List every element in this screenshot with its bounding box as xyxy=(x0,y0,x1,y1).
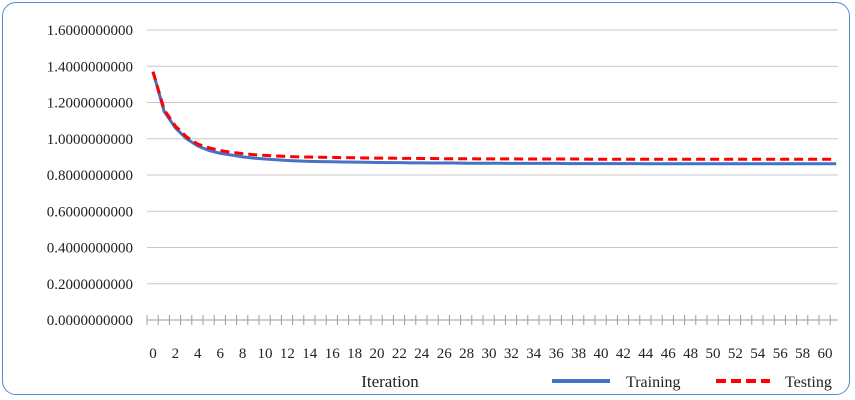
x-tick-label: 58 xyxy=(795,346,810,362)
x-tick-label: 38 xyxy=(571,346,586,362)
x-tick-label: 16 xyxy=(325,346,341,362)
x-tick-label: 48 xyxy=(683,346,698,362)
x-tick-label: 0 xyxy=(149,346,157,362)
legend: Training Testing xyxy=(552,374,832,391)
y-tick-label: 0.8000000000 xyxy=(47,168,133,184)
x-tick-label: 4 xyxy=(194,346,202,362)
x-tick-label: 20 xyxy=(370,346,385,362)
legend-label-testing: Testing xyxy=(785,374,832,391)
x-tick-label: 2 xyxy=(172,346,180,362)
x-tick-label: 34 xyxy=(526,346,542,362)
y-tick-label: 1.6000000000 xyxy=(47,23,133,39)
chart-frame xyxy=(2,2,850,395)
x-tick-label: 30 xyxy=(482,346,497,362)
x-tick-label: 22 xyxy=(392,346,407,362)
y-tick-label: 0.2000000000 xyxy=(47,277,133,293)
x-tick-label: 32 xyxy=(504,346,519,362)
x-tick-label: 18 xyxy=(347,346,362,362)
x-axis-tick-labels: 0 2 4 6 8 10 12 14 16 18 20 22 24 26 28 30 32 34 36 38 40 42 4… xyxy=(149,346,832,362)
y-tick-label: 0.0000000000 xyxy=(47,313,133,329)
y-tick-label: 0.4000000000 xyxy=(47,241,133,257)
y-tick-label: 0.6000000000 xyxy=(47,204,133,220)
x-tick-label: 10 xyxy=(258,346,273,362)
y-tick-label: 1.4000000000 xyxy=(47,59,133,75)
x-tick-label: 50 xyxy=(706,346,721,362)
series-lines xyxy=(151,71,837,166)
x-tick-label: 12 xyxy=(280,346,295,362)
x-tick-label: 54 xyxy=(750,346,766,362)
x-tick-label: 6 xyxy=(216,346,224,362)
x-tick-label: 28 xyxy=(459,346,474,362)
series-line-testing xyxy=(151,71,837,161)
x-tick-label: 40 xyxy=(594,346,609,362)
x-axis xyxy=(146,315,838,325)
x-tick-label: 44 xyxy=(638,346,654,362)
legend-label-training: Training xyxy=(626,374,681,391)
x-tick-label: 42 xyxy=(616,346,631,362)
x-tick-label: 36 xyxy=(549,346,565,362)
x-tick-label: 60 xyxy=(818,346,833,362)
y-axis-tick-labels: 0.0000000000 0.2000000000 0.4000000000 0.60… xyxy=(47,23,133,329)
x-tick-label: 14 xyxy=(302,346,318,362)
x-tick-label: 24 xyxy=(414,346,430,362)
x-tick-label: 8 xyxy=(239,346,247,362)
series-line-training xyxy=(151,71,837,166)
x-tick-label: 46 xyxy=(661,346,677,362)
x-axis-title: Iteration xyxy=(361,372,419,391)
gridlines xyxy=(147,29,838,285)
x-tick-label: 52 xyxy=(728,346,743,362)
x-tick-label: 26 xyxy=(437,346,453,362)
x-tick-label: 56 xyxy=(773,346,789,362)
y-tick-label: 1.0000000000 xyxy=(47,132,133,148)
y-tick-label: 1.2000000000 xyxy=(47,96,133,112)
